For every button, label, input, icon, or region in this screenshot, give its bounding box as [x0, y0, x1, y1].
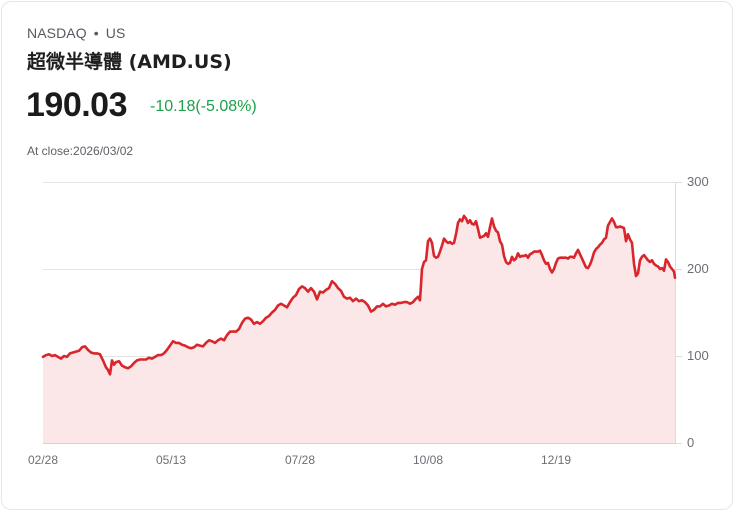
y-tick-100: 100	[687, 348, 709, 363]
x-tick-0513: 05/13	[156, 453, 187, 467]
exchange-line: NASDAQ • US	[27, 25, 125, 41]
price-change: -10.18(-5.08%)	[150, 98, 257, 115]
close-date: At close:2026/03/02	[27, 144, 134, 158]
x-tick-1008: 10/08	[413, 453, 444, 467]
x-tick-0728: 07/28	[285, 453, 316, 467]
y-tick-200: 200	[687, 261, 709, 276]
x-tick-0228: 02/28	[28, 453, 59, 467]
region-label: US	[105, 25, 126, 41]
price-area-fill	[43, 215, 675, 443]
stock-title: 超微半導體 (AMD.US)	[27, 51, 232, 73]
x-tick-1219: 12/19	[541, 453, 572, 467]
price-line	[41, 214, 677, 376]
exchange-name: NASDAQ	[27, 25, 87, 41]
separator-dot: •	[93, 25, 99, 41]
current-price: 190.03	[26, 86, 128, 124]
y-tick-0: 0	[687, 435, 695, 450]
y-tick-300: 300	[687, 174, 709, 189]
